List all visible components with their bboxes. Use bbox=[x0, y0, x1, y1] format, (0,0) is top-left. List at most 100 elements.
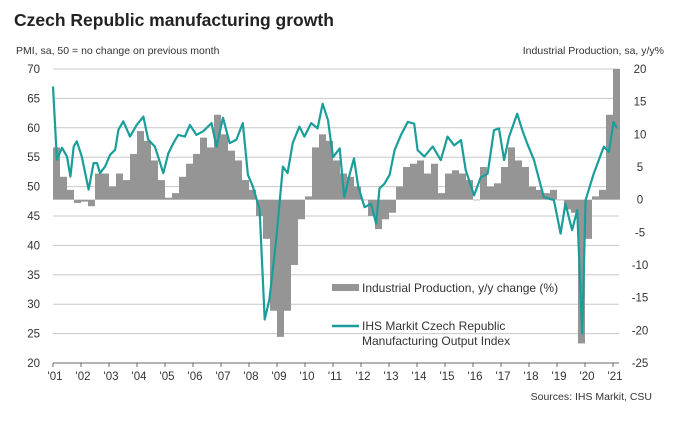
x-tick-label: '11 bbox=[328, 371, 342, 383]
x-tick-label: '19 bbox=[552, 371, 567, 383]
ip-bar bbox=[214, 114, 221, 200]
ip-bar bbox=[312, 147, 319, 200]
right-tick-label: 15 bbox=[634, 97, 647, 109]
ip-bar bbox=[81, 199, 88, 202]
ip-bar bbox=[522, 167, 529, 200]
ip-bar bbox=[571, 199, 578, 213]
ip-bar bbox=[200, 137, 207, 200]
ip-bar bbox=[88, 199, 95, 207]
ip-bar bbox=[242, 180, 249, 200]
ip-bar bbox=[578, 199, 585, 344]
x-tick-label: '02 bbox=[76, 371, 91, 383]
ip-bar bbox=[298, 199, 305, 220]
left-tick-label: 65 bbox=[27, 93, 40, 105]
ip-bar bbox=[319, 134, 326, 200]
ip-bar bbox=[137, 131, 144, 200]
x-tick-label: '18 bbox=[524, 371, 539, 383]
x-tick-label: '20 bbox=[580, 371, 595, 383]
ip-bar bbox=[508, 147, 515, 200]
ip-bar bbox=[550, 189, 557, 200]
right-tick-label: 10 bbox=[634, 129, 647, 141]
left-tick-label: 25 bbox=[27, 329, 40, 341]
ip-bar bbox=[151, 160, 158, 200]
x-tick-label: '04 bbox=[132, 371, 148, 383]
left-tick-label: 60 bbox=[27, 123, 40, 135]
ip-bar bbox=[543, 193, 550, 200]
x-tick-label: '15 bbox=[440, 371, 455, 383]
ip-bar bbox=[158, 180, 165, 200]
ip-bar bbox=[466, 180, 473, 200]
ip-bar bbox=[438, 193, 445, 200]
ip-bar bbox=[165, 197, 172, 200]
x-tick-label: '05 bbox=[160, 371, 175, 383]
ip-bar bbox=[95, 173, 102, 200]
legend-line-label: Manufacturing Output Index bbox=[362, 334, 510, 348]
x-tick-label: '10 bbox=[300, 371, 315, 383]
left-tick-label: 50 bbox=[27, 182, 40, 194]
left-tick-label: 70 bbox=[27, 64, 40, 76]
ip-bar bbox=[375, 199, 382, 230]
left-axis-label: PMI, sa, 50 = no change on previous mont… bbox=[16, 45, 220, 57]
source-note: Sources: IHS Markit, CSU bbox=[530, 391, 652, 403]
ip-bar bbox=[53, 147, 60, 200]
ip-bar bbox=[305, 196, 312, 200]
ip-bar bbox=[116, 173, 123, 200]
ip-bar bbox=[501, 167, 508, 200]
ip-bar bbox=[291, 199, 298, 265]
right-tick-label: -15 bbox=[632, 293, 649, 305]
right-tick-label: -10 bbox=[632, 260, 649, 272]
ip-bar bbox=[529, 186, 536, 200]
ip-bar bbox=[515, 160, 522, 200]
ip-bar bbox=[445, 173, 452, 200]
ip-bar bbox=[536, 189, 543, 200]
legend-line-label: IHS Markit Czech Republic bbox=[362, 319, 505, 333]
ip-bar bbox=[67, 189, 74, 200]
right-tick-label: 5 bbox=[637, 162, 643, 174]
ip-bar bbox=[613, 69, 620, 200]
x-tick-label: '16 bbox=[468, 371, 483, 383]
right-tick-label: -25 bbox=[632, 358, 649, 370]
ip-bar bbox=[109, 186, 116, 200]
x-tick-label: '06 bbox=[188, 371, 203, 383]
ip-bar bbox=[417, 160, 424, 200]
ip-bar bbox=[347, 176, 354, 200]
ip-bar bbox=[144, 140, 151, 200]
ip-bar bbox=[487, 186, 494, 200]
ip-bar bbox=[459, 173, 466, 200]
ip-bar bbox=[473, 199, 480, 201]
ip-bar bbox=[389, 199, 396, 213]
x-tick-label: '08 bbox=[244, 371, 259, 383]
x-tick-label: '13 bbox=[384, 371, 399, 383]
ip-bar bbox=[410, 163, 417, 200]
ip-bar bbox=[403, 167, 410, 200]
ip-bar bbox=[263, 199, 270, 239]
ip-bar bbox=[585, 199, 592, 239]
ip-bar bbox=[424, 173, 431, 200]
ip-bar bbox=[592, 196, 599, 200]
ip-bar bbox=[207, 147, 214, 200]
ip-bar bbox=[326, 140, 333, 200]
x-tick-label: '07 bbox=[216, 371, 231, 383]
pmi-line bbox=[51, 86, 618, 335]
ip-bar bbox=[102, 173, 109, 200]
ip-bar bbox=[382, 199, 389, 220]
x-tick-label: '14 bbox=[412, 371, 428, 383]
ip-bar bbox=[564, 199, 571, 210]
legend-bar-label: Industrial Production, y/y change (%) bbox=[362, 281, 558, 295]
ip-bar bbox=[494, 183, 501, 200]
ip-bar bbox=[172, 193, 179, 200]
x-tick-label: '01 bbox=[48, 371, 63, 383]
ip-bar bbox=[228, 150, 235, 200]
ip-bar bbox=[606, 114, 613, 200]
ip-bar bbox=[193, 153, 200, 200]
ip-bar bbox=[333, 160, 340, 200]
right-tick-label: -5 bbox=[635, 227, 645, 239]
x-tick-label: '09 bbox=[272, 371, 287, 383]
ip-bar bbox=[284, 199, 291, 311]
ip-bar bbox=[452, 170, 459, 200]
ip-bar bbox=[480, 167, 487, 200]
left-tick-label: 30 bbox=[27, 299, 40, 311]
ip-bar bbox=[123, 180, 130, 200]
ip-bar bbox=[354, 186, 361, 200]
